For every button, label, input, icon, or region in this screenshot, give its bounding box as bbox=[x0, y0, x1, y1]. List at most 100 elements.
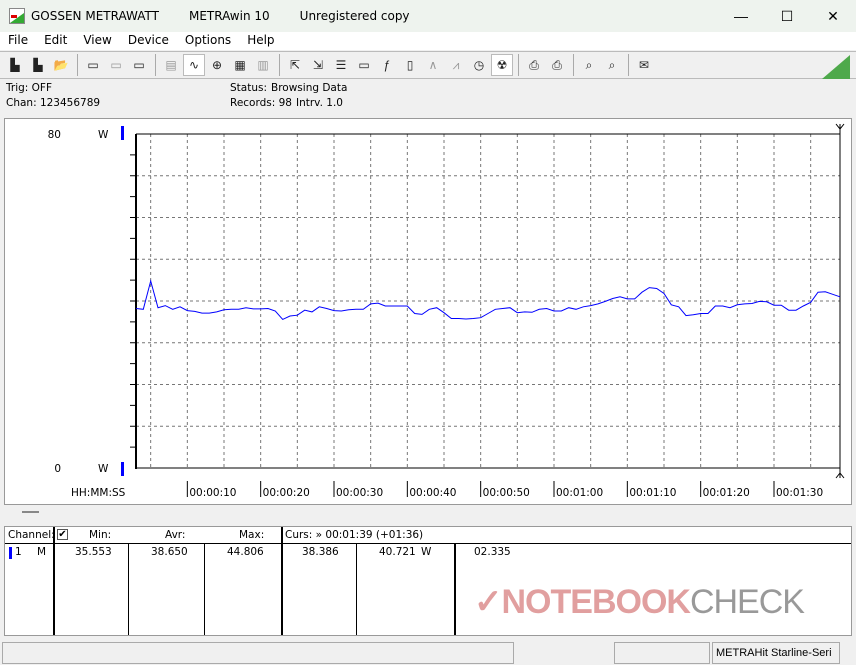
status-device: METRAHit Starline-Seri bbox=[712, 642, 840, 664]
zoom-wave-icon[interactable]: ⌕ bbox=[585, 57, 593, 72]
toolbar-separator bbox=[518, 54, 519, 76]
header-min: Min: bbox=[89, 529, 112, 541]
bar-chart-icon[interactable]: ▥ bbox=[257, 58, 269, 72]
channel-checkbox[interactable]: ✔ bbox=[57, 529, 68, 540]
toolbar-separator bbox=[77, 54, 78, 76]
divider bbox=[356, 544, 357, 635]
clock-icon[interactable]: ◷ bbox=[473, 58, 485, 72]
import-icon[interactable]: ⇲ bbox=[312, 58, 324, 72]
row-channel: 1 bbox=[15, 546, 22, 558]
y-bottom-label: 0 bbox=[54, 463, 61, 475]
x-axis-label: HH:MM:SS bbox=[71, 487, 126, 499]
y-top-unit: W bbox=[98, 129, 109, 141]
y-top-marker bbox=[121, 126, 124, 140]
chart: 80 W 0 W HH:MM:SS 00:00:10 00:00:20 00:00:… bbox=[48, 123, 845, 499]
x-tick-label: 00:00:20 bbox=[263, 487, 310, 499]
brand-triangle-icon bbox=[822, 55, 850, 79]
row-cursor-a: 38.386 bbox=[302, 546, 339, 558]
records-count: Records: 98 bbox=[230, 97, 292, 109]
menu-edit[interactable]: Edit bbox=[44, 33, 68, 47]
x-tick-label: 00:00:40 bbox=[409, 487, 456, 499]
print-icon[interactable]: ⎙ bbox=[529, 57, 539, 72]
open-icon[interactable]: 📂 bbox=[53, 58, 69, 72]
trigger-status: Trig: OFF bbox=[6, 82, 52, 94]
divider bbox=[281, 527, 283, 635]
zoom-icon[interactable]: ⌕ bbox=[608, 57, 616, 72]
toolbar-separator bbox=[279, 54, 280, 76]
list-icon[interactable]: ☰ bbox=[335, 58, 347, 72]
header-max: Max: bbox=[239, 529, 265, 541]
y-bottom-unit: W bbox=[98, 463, 109, 475]
y-bottom-marker bbox=[121, 462, 124, 476]
menu-options[interactable]: Options bbox=[184, 33, 232, 47]
device-transfer-icon[interactable]: ▭ bbox=[110, 58, 122, 72]
row-max: 44.806 bbox=[227, 546, 264, 558]
x-tick-label: 00:01:00 bbox=[556, 487, 603, 499]
export-icon[interactable]: ⇱ bbox=[289, 58, 301, 72]
globe-icon[interactable]: ☢ bbox=[491, 54, 513, 76]
save-icon[interactable]: ▙ bbox=[10, 58, 20, 72]
close-button[interactable]: ✕ bbox=[827, 7, 839, 24]
divider bbox=[204, 544, 205, 635]
row-cursor-b: 40.721 bbox=[379, 546, 416, 558]
channel-list: Chan: 123456789 bbox=[6, 97, 101, 109]
series-line bbox=[135, 279, 841, 321]
status-panel-2 bbox=[614, 642, 710, 664]
interval-value: Intrv. 1.0 bbox=[296, 97, 343, 109]
info-panel: Trig: OFF Chan: 123456789 Status: Browsi… bbox=[0, 80, 856, 113]
x-tick-label: 00:00:10 bbox=[189, 487, 236, 499]
header-cursor: Curs: » 00:01:39 (+01:36) bbox=[285, 529, 424, 541]
table-icon[interactable]: ▦ bbox=[234, 58, 246, 72]
printer-icon[interactable]: ⎙ bbox=[552, 57, 562, 72]
splitter-handle[interactable] bbox=[22, 511, 39, 513]
minimize-button[interactable]: — bbox=[734, 8, 748, 24]
cursor-handle-icon bbox=[835, 123, 845, 479]
pulse-icon[interactable]: ⩘ bbox=[452, 57, 460, 72]
x-tick-label: 00:01:20 bbox=[703, 487, 750, 499]
header-channel: Channel: bbox=[8, 529, 55, 541]
device-read-icon[interactable]: ▭ bbox=[87, 58, 99, 72]
menu-help[interactable]: Help bbox=[247, 33, 275, 47]
header-avr: Avr: bbox=[165, 529, 186, 541]
function-icon[interactable]: ƒ bbox=[383, 58, 391, 72]
toolbar-separator bbox=[628, 54, 629, 76]
device-memory-icon[interactable]: ▭ bbox=[133, 58, 145, 72]
maximize-button[interactable]: ☐ bbox=[780, 7, 794, 24]
toolbar: ▙ ▙ 📂 ▭ ▭ ▭ ▤ ∿ ⊕ ▦ ▥ ⇱ ⇲ ☰ ▭ ƒ ▯ ∧ ⩘ ◷ ☢ ⎙ ⎙ ⌕ ⌕ ✉ bbox=[0, 51, 856, 79]
status-bar: METRAHit Starline-Seri bbox=[0, 640, 856, 665]
waveform-icon[interactable]: ∿ bbox=[183, 54, 205, 76]
monitor-icon[interactable]: ▭ bbox=[358, 58, 370, 72]
row-min: 35.553 bbox=[75, 546, 112, 558]
row-avr: 38.650 bbox=[151, 546, 188, 558]
divider bbox=[53, 527, 55, 635]
menu-file[interactable]: File bbox=[8, 33, 29, 47]
keyboard-icon[interactable]: ▤ bbox=[165, 58, 177, 72]
row-unit: W bbox=[421, 546, 432, 558]
row-delta: 02.335 bbox=[474, 546, 511, 558]
status-value: Browsing Data bbox=[271, 82, 348, 94]
chart-panel: 80 W 0 W HH:MM:SS 00:00:10 00:00:20 00:00:… bbox=[4, 118, 852, 505]
y-top-label: 80 bbox=[48, 129, 61, 141]
app-logo-icon bbox=[9, 8, 25, 24]
window-title: GOSSEN METRAWATT METRAwin 10 Unregistered … bbox=[31, 9, 410, 23]
menu-view[interactable]: View bbox=[83, 33, 112, 47]
menu-device[interactable]: Device bbox=[127, 33, 169, 47]
channel-color-marker bbox=[9, 547, 12, 559]
divider bbox=[5, 543, 851, 544]
menu-bar: File Edit View Device Options Help bbox=[0, 32, 856, 50]
message-icon[interactable]: ✉ bbox=[638, 58, 650, 72]
divider bbox=[454, 544, 456, 635]
title-bar: GOSSEN METRAWATT METRAwin 10 Unregistered … bbox=[0, 0, 856, 32]
x-tick-label: 00:01:30 bbox=[776, 487, 823, 499]
measurement-table: Channel: ✔ Min: Avr: Max: Curs: » 00:01:… bbox=[4, 526, 852, 636]
divider bbox=[128, 544, 129, 635]
status-panel-1 bbox=[2, 642, 514, 664]
toolbar-separator bbox=[573, 54, 574, 76]
signal-icon[interactable]: ∧ bbox=[428, 58, 438, 72]
device-icon[interactable]: ▯ bbox=[406, 58, 414, 72]
crosshair-icon[interactable]: ⊕ bbox=[211, 58, 223, 72]
status-label: Status: bbox=[230, 82, 267, 94]
save-as-icon[interactable]: ▙ bbox=[33, 58, 43, 72]
row-mode: M bbox=[37, 546, 47, 558]
x-tick-label: 00:00:30 bbox=[336, 487, 383, 499]
